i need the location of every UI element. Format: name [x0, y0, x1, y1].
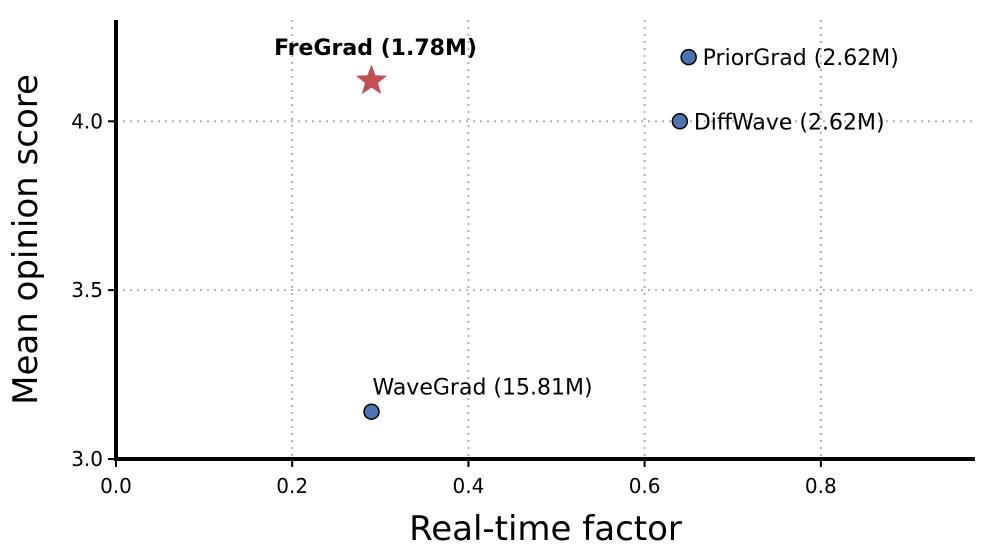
x-axis-title: Real-time factor	[409, 509, 682, 549]
point-wavegrad-marker	[363, 403, 380, 420]
x-tick-label: 0.6	[629, 474, 661, 498]
point-fregrad-star-marker	[355, 64, 388, 95]
point-fregrad-label: FreGrad (1.78M)	[274, 36, 477, 61]
y-tick-label: 3.5	[71, 278, 103, 302]
point-diffwave-marker	[671, 113, 689, 130]
point-priorgrad-marker	[680, 48, 697, 66]
x-tick-label: 0.2	[276, 474, 308, 498]
point-wavegrad-label: WaveGrad (15.81M)	[372, 376, 592, 401]
point-diffwave-label: DiffWave (2.62M)	[694, 110, 885, 135]
y-axis-title: Mean opinion score	[6, 74, 46, 405]
x-tick-label: 0.8	[805, 474, 837, 498]
grid-lines	[116, 20, 975, 459]
data-points	[355, 48, 697, 420]
point-labels: FreGrad (1.78M) PriorGrad (2.62M) DiffWave…	[274, 36, 899, 401]
x-tick-label: 0.4	[453, 474, 485, 498]
x-tick-label: 0.0	[100, 474, 132, 498]
axis-ticks: 0.0 0.2 0.4 0.6 0.8 3.0 3.5 4.0	[71, 109, 837, 498]
point-priorgrad-label: PriorGrad (2.62M)	[703, 46, 899, 71]
y-tick-label: 4.0	[71, 109, 103, 133]
y-tick-label: 3.0	[71, 447, 103, 471]
